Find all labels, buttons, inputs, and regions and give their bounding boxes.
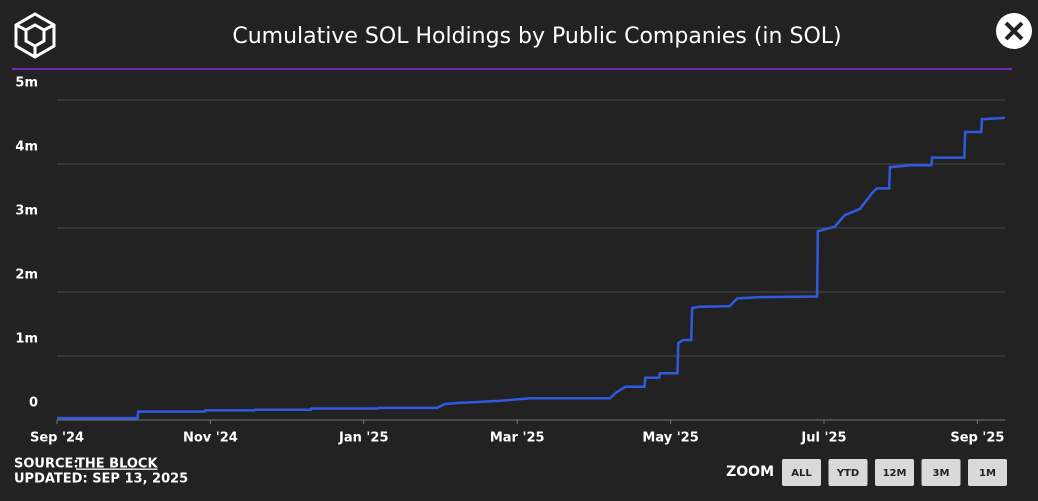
- zoom-buttons: ALL YTD 12M 3M 1M: [782, 459, 1007, 486]
- zoom-button-bg: [968, 459, 1007, 486]
- y-tick-label: 1m: [15, 332, 38, 347]
- chart-title: Cumulative SOL Holdings by Public Compan…: [232, 24, 841, 49]
- zoom-button-bg: [875, 459, 914, 486]
- y-tick-label: 4m: [15, 140, 38, 155]
- y-tick-label: 5m: [15, 76, 38, 91]
- close-button[interactable]: [996, 13, 1032, 49]
- plot-area: 0 1m 2m 3m 4m 5m Sep '24 Nov '24 Jan '25 Mar '25 M…: [15, 76, 1006, 446]
- zoom-button-bg: [828, 459, 868, 486]
- zoom-button-bg: [921, 459, 961, 486]
- zoom-button-bg: [782, 459, 821, 486]
- x-tick-label: Sep '24: [30, 431, 84, 446]
- x-tick-label: Jul '25: [800, 431, 846, 446]
- zoom-button[interactable]: 1M: [968, 459, 1007, 486]
- x-tick-label: Mar '25: [490, 431, 545, 446]
- updated-date: UPDATED: SEP 13, 2025: [14, 472, 188, 487]
- logo: [14, 12, 56, 59]
- x-tick-label: May '25: [642, 431, 698, 446]
- x-tick-label: Nov '24: [183, 431, 238, 446]
- source-label: SOURCE:: [14, 457, 79, 472]
- zoom-button-label[interactable]: 12M: [883, 468, 907, 479]
- zoom-label: ZOOM: [726, 464, 774, 480]
- zoom-button-label[interactable]: YTD: [836, 468, 859, 479]
- y-tick-label: 0: [29, 396, 38, 411]
- zoom-button-label[interactable]: 1M: [979, 468, 996, 479]
- zoom-button[interactable]: YTD: [828, 459, 868, 486]
- y-tick-label: 3m: [15, 204, 38, 219]
- zoom-button[interactable]: 12M: [875, 459, 914, 486]
- x-tick-label: Sep '25: [950, 431, 1004, 446]
- zoom-button-label[interactable]: ALL: [791, 468, 812, 479]
- x-tick-label: Jan '25: [338, 431, 388, 446]
- zoom-button-label[interactable]: 3M: [933, 468, 950, 479]
- data-line: [57, 116, 1006, 420]
- zoom-button[interactable]: ALL: [782, 459, 821, 486]
- y-tick-label: 2m: [15, 268, 38, 283]
- zoom-button[interactable]: 3M: [921, 459, 961, 486]
- source-link[interactable]: THE BLOCK: [76, 457, 158, 472]
